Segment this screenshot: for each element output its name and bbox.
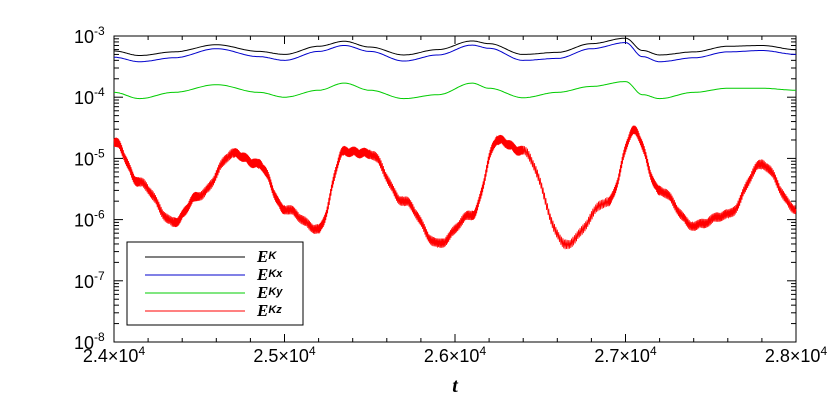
y-tick-label-5: 10-3 — [74, 24, 105, 47]
y-tick-label-1: 10-7 — [74, 269, 105, 292]
legend-label-ky: EKy — [256, 283, 283, 302]
series-line-kx — [113, 42, 796, 63]
series-group — [113, 37, 797, 250]
x-tick-label-2: 2.6×104 — [424, 344, 487, 366]
x-tick-label-0: 2.4×104 — [83, 344, 146, 366]
legend-label-k: EK — [256, 247, 277, 266]
series-line-kz — [113, 125, 797, 250]
y-tick-label-0: 10-8 — [74, 330, 105, 353]
y-tick-label-3: 10-5 — [74, 146, 105, 169]
x-tick-label-1: 2.5×104 — [253, 344, 316, 366]
x-axis-label: t — [452, 375, 459, 397]
y-tick-label-4: 10-4 — [74, 85, 105, 108]
legend-label-kx: EKx — [256, 265, 283, 284]
x-ticks: 2.4×104 2.5×104 2.6×104 2.7×104 2.8×104 — [83, 36, 828, 366]
x-tick-label-4: 2.8×104 — [765, 344, 828, 366]
series-line-k — [113, 37, 796, 56]
series-line-ky — [114, 81, 796, 100]
legend-label-kz: EKz — [256, 301, 282, 320]
y-ticks: 10-8 10-7 10-6 10-5 10-4 10-3 — [74, 24, 796, 353]
x-tick-label-3: 2.7×104 — [594, 344, 657, 366]
y-tick-label-2: 10-6 — [74, 208, 105, 231]
